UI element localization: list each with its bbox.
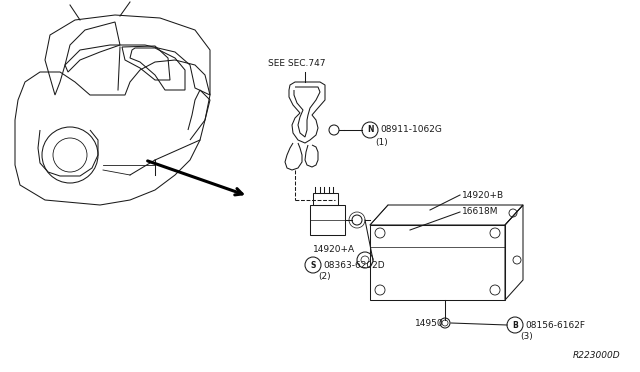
Text: (2): (2) — [319, 273, 332, 282]
Text: SEE SEC.747: SEE SEC.747 — [268, 59, 326, 68]
Text: 08363-6202D: 08363-6202D — [323, 260, 385, 269]
Text: 08911-1062G: 08911-1062G — [380, 125, 442, 135]
Text: 08156-6162F: 08156-6162F — [525, 321, 585, 330]
Text: 14950: 14950 — [415, 318, 444, 327]
Text: 16618M: 16618M — [462, 208, 499, 217]
Text: 14920+A: 14920+A — [313, 246, 355, 254]
Text: (3): (3) — [520, 333, 533, 341]
Text: (1): (1) — [376, 138, 388, 147]
Text: N: N — [367, 125, 373, 135]
Text: B: B — [512, 321, 518, 330]
Text: S: S — [310, 260, 316, 269]
Text: R223000D: R223000D — [572, 350, 620, 359]
Text: 14920+B: 14920+B — [462, 190, 504, 199]
